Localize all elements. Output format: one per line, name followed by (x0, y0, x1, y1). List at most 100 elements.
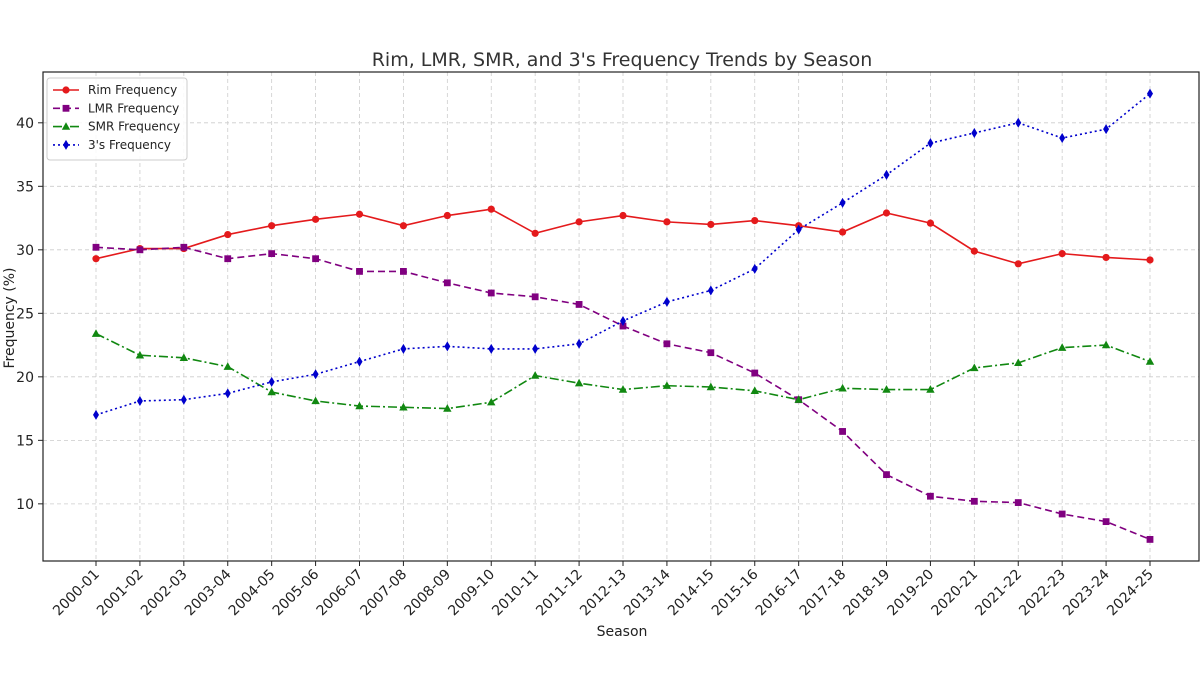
grid (43, 72, 1199, 561)
y-axis-label: Frequency (%) (2, 267, 18, 368)
legend-marker (63, 139, 69, 150)
data-point-rim-frequency (707, 220, 715, 229)
data-point-lmr-frequency (224, 255, 232, 263)
x-tick-label: 2018-19 (841, 567, 894, 620)
data-point-rim-frequency (575, 218, 583, 226)
data-point-3-s-frequency (1059, 133, 1066, 144)
data-point-3-s-frequency (268, 376, 275, 387)
data-point-3-s-frequency (620, 315, 626, 326)
x-tick-label: 2005-06 (270, 566, 323, 619)
series-layer (91, 88, 1155, 543)
data-point-3-s-frequency (224, 388, 231, 399)
data-point-lmr-frequency (1146, 536, 1154, 543)
data-point-smr-frequency (574, 378, 584, 387)
data-point-lmr-frequency (268, 250, 276, 258)
data-point-lmr-frequency (400, 268, 407, 275)
data-point-rim-frequency (92, 255, 100, 263)
legend-item-smr-frequency: SMR Frequency (53, 120, 180, 134)
legend-label: 3's Frequency (88, 138, 171, 152)
data-point-smr-frequency (926, 385, 935, 393)
data-point-lmr-frequency (92, 243, 100, 251)
data-point-3-s-frequency (180, 394, 187, 405)
data-point-3-s-frequency (488, 343, 495, 354)
data-point-smr-frequency (355, 401, 364, 410)
data-point-smr-frequency (618, 385, 628, 393)
data-point-smr-frequency (970, 363, 979, 372)
data-point-lmr-frequency (970, 497, 978, 505)
chart-title: Rim, LMR, SMR, and 3's Frequency Trends … (372, 49, 873, 71)
data-point-smr-frequency (794, 395, 803, 403)
data-point-smr-frequency (530, 371, 540, 379)
legend-marker (62, 104, 70, 112)
x-tick-label: 2022-23 (1016, 567, 1069, 620)
series-smr-frequency (91, 329, 1155, 412)
x-tick-label: 2017-18 (797, 567, 850, 620)
x-tick-label: 2008-09 (401, 567, 454, 620)
x-tick-label: 2006-07 (314, 567, 367, 620)
data-point-rim-frequency (1146, 256, 1154, 264)
data-point-3-s-frequency (1015, 117, 1022, 128)
data-point-3-s-frequency (707, 285, 714, 296)
data-point-lmr-frequency (927, 492, 934, 500)
data-point-lmr-frequency (443, 279, 451, 287)
data-point-lmr-frequency (575, 301, 583, 308)
data-point-rim-frequency (1102, 253, 1110, 262)
x-tick-label: 2015-16 (709, 566, 762, 619)
x-tick-label: 2004-05 (226, 567, 279, 620)
data-point-smr-frequency (882, 385, 891, 393)
data-point-rim-frequency (268, 222, 276, 230)
data-point-3-s-frequency (400, 343, 407, 354)
data-point-lmr-frequency (663, 340, 671, 348)
x-tick-label: 2007-08 (358, 567, 411, 620)
x-tick-label: 2012-13 (577, 567, 630, 620)
data-point-lmr-frequency (1014, 499, 1022, 506)
data-point-smr-frequency (443, 404, 452, 412)
data-point-rim-frequency (224, 230, 232, 239)
data-point-rim-frequency (970, 247, 978, 255)
data-point-3-s-frequency (444, 341, 451, 352)
data-point-3-s-frequency (356, 356, 363, 367)
data-point-3-s-frequency (576, 338, 583, 349)
data-point-rim-frequency (531, 229, 539, 237)
data-point-rim-frequency (1014, 260, 1022, 268)
data-point-lmr-frequency (883, 471, 890, 479)
data-point-rim-frequency (751, 217, 759, 225)
data-point-rim-frequency (1058, 250, 1066, 258)
data-point-lmr-frequency (707, 349, 715, 357)
x-tick-label: 2023-24 (1060, 566, 1113, 619)
data-point-smr-frequency (487, 397, 496, 406)
data-point-rim-frequency (926, 219, 935, 227)
data-point-rim-frequency (619, 211, 627, 220)
data-point-3-s-frequency (532, 343, 539, 354)
data-point-smr-frequency (91, 329, 101, 337)
x-tick-label: 2013-14 (621, 566, 674, 619)
series-rim-frequency (92, 205, 1154, 268)
data-point-rim-frequency (443, 211, 451, 220)
x-tick-label: 2001-02 (94, 567, 147, 620)
data-point-3-s-frequency (93, 409, 99, 420)
data-point-lmr-frequency (751, 369, 759, 377)
data-point-lmr-frequency (1058, 510, 1066, 518)
data-point-lmr-frequency (136, 246, 144, 254)
data-point-smr-frequency (1014, 358, 1023, 367)
data-point-rim-frequency (399, 222, 408, 230)
data-point-3-s-frequency (971, 127, 978, 138)
data-point-lmr-frequency (356, 268, 363, 275)
series-3-s-frequency (93, 88, 1153, 420)
data-point-rim-frequency (487, 205, 495, 213)
y-tick-label: 40 (16, 116, 34, 132)
data-point-smr-frequency (706, 382, 716, 391)
series-lmr-frequency (92, 243, 1154, 543)
data-point-smr-frequency (662, 381, 672, 389)
data-point-3-s-frequency (927, 138, 934, 149)
data-point-smr-frequency (838, 383, 847, 392)
data-point-smr-frequency (223, 362, 232, 370)
legend-box (46, 77, 188, 161)
x-tick-label: 2000-01 (50, 567, 103, 620)
x-axis-label: Season (597, 624, 648, 640)
x-axis-ticks: 2000-012001-022002-032003-042004-052005-… (50, 561, 1157, 619)
x-tick-label: 2009-10 (445, 567, 498, 620)
legend-item-3-s-frequency: 3's Frequency (53, 138, 171, 152)
y-axis-ticks: 10 15 20 25 30 35 40 (16, 116, 43, 513)
